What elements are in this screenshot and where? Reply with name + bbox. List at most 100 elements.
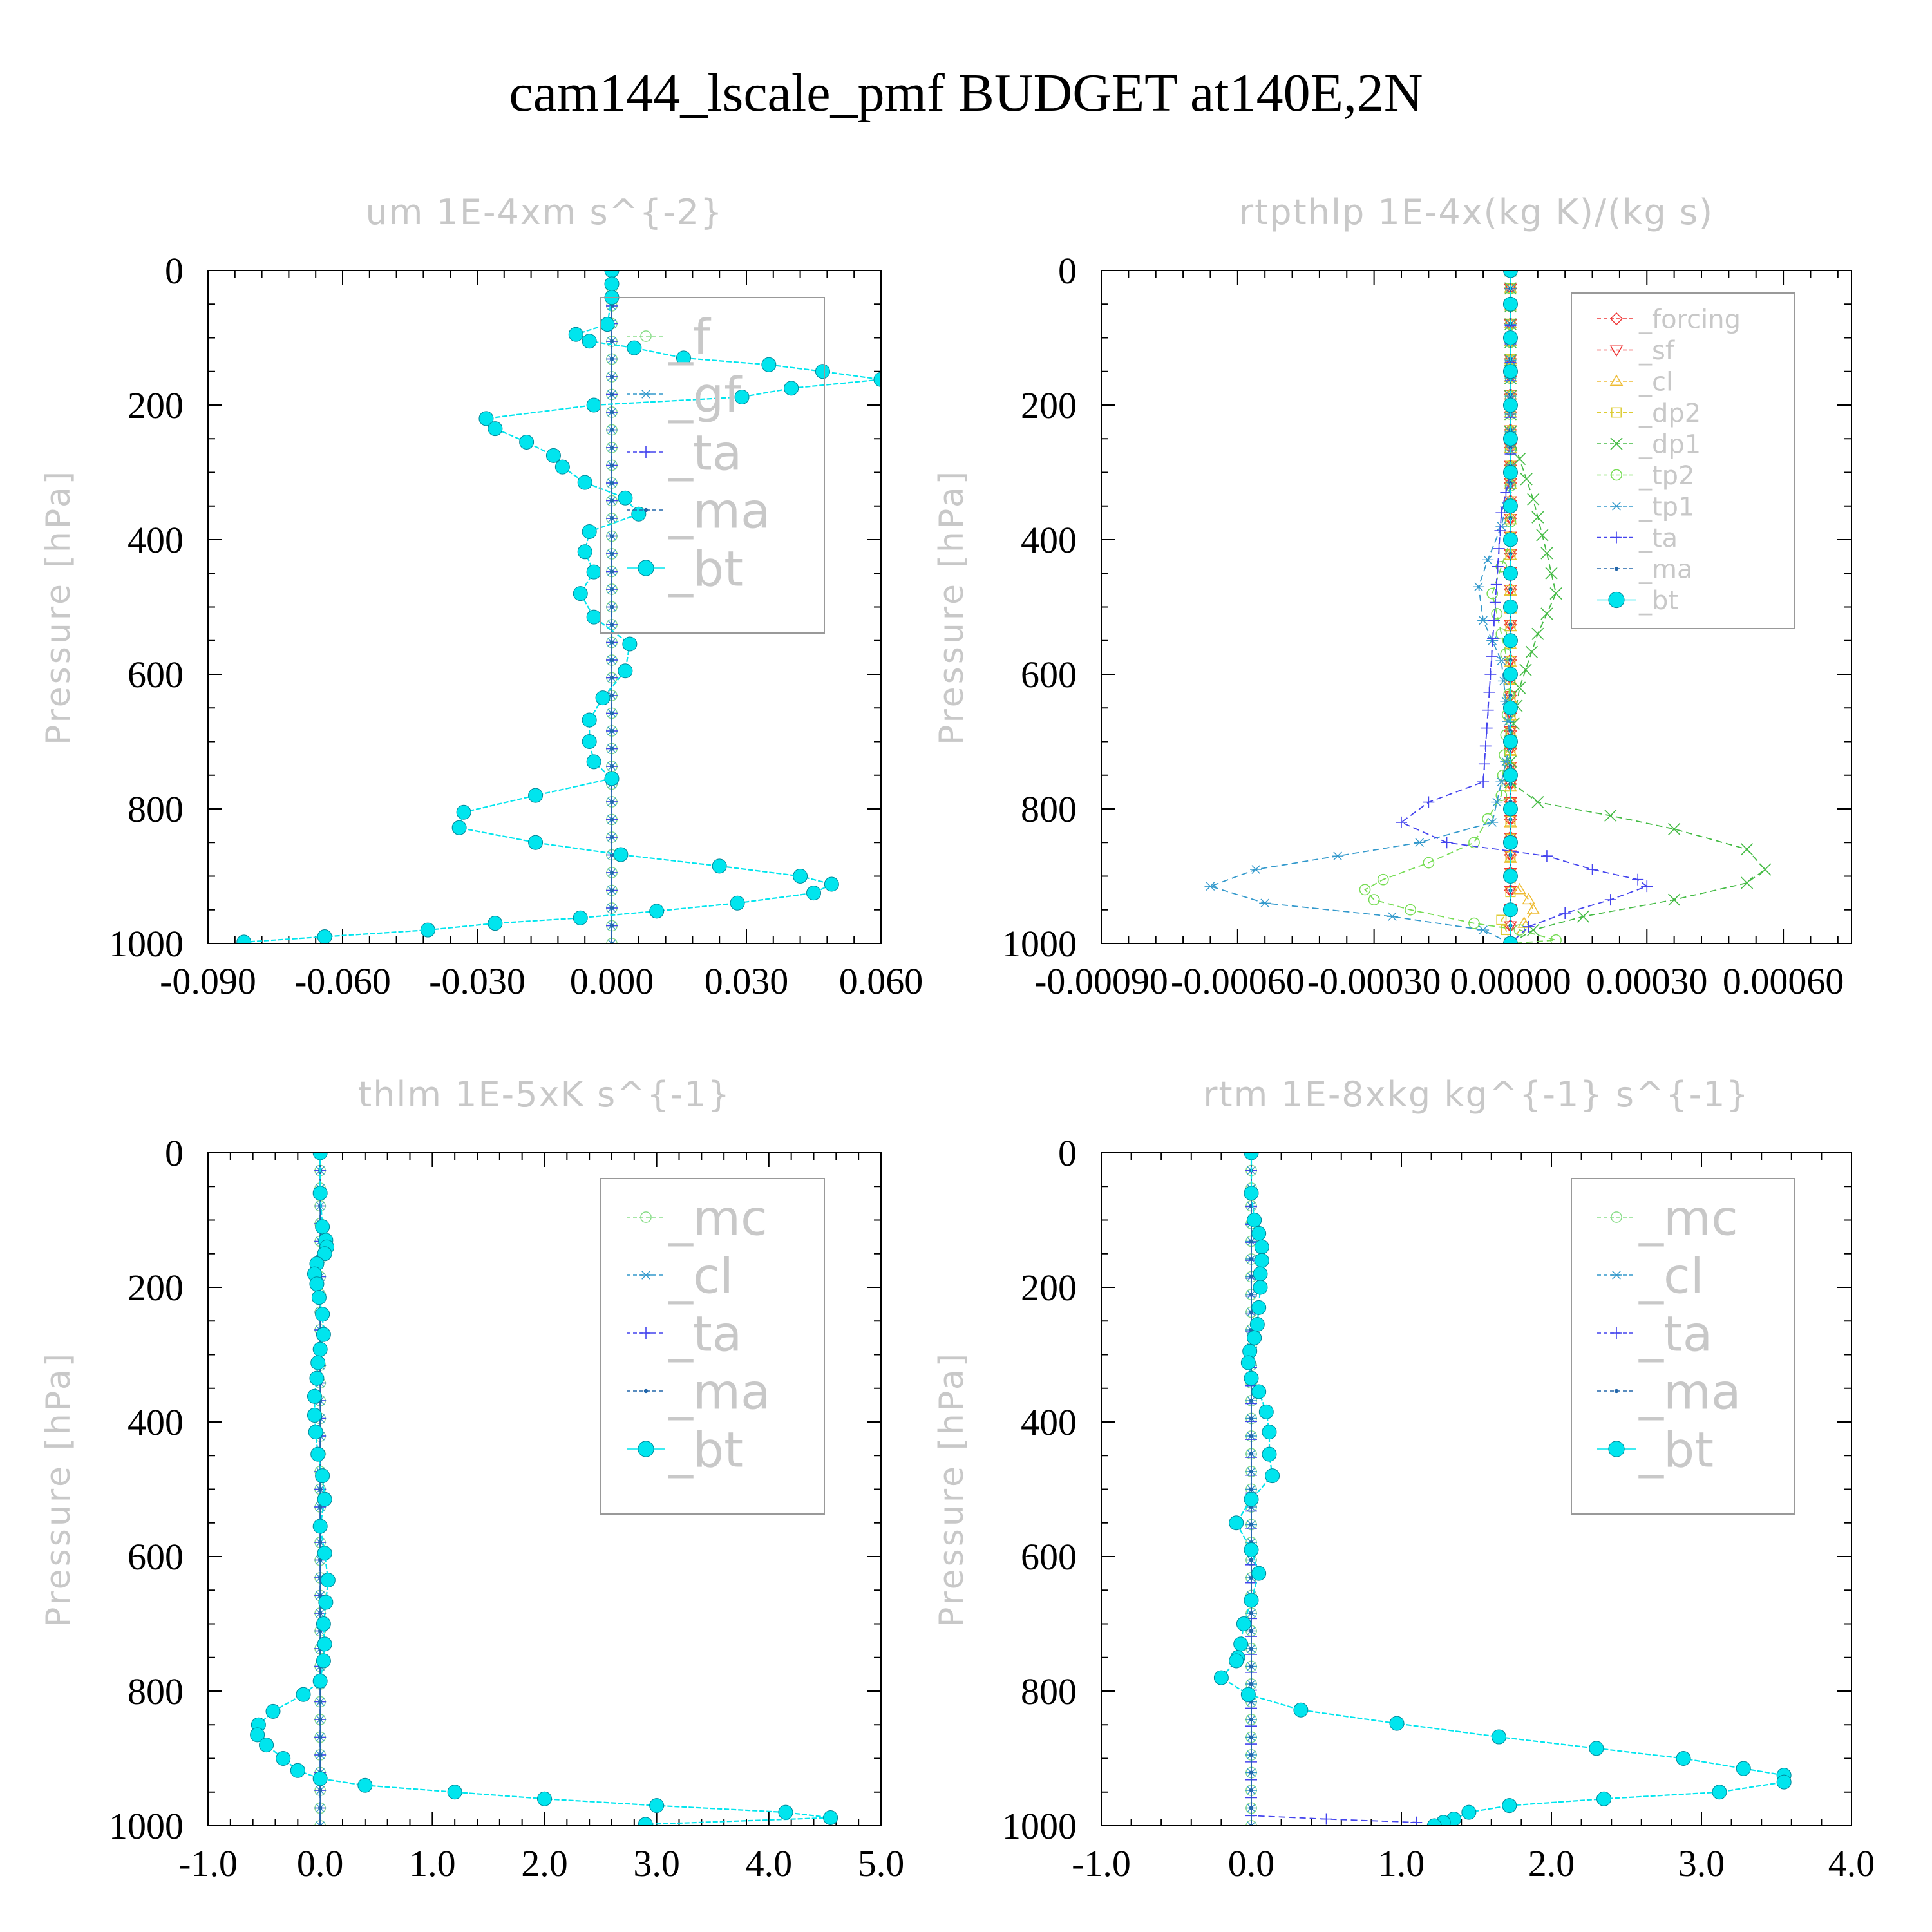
x-tick-label: 4.0	[746, 1842, 793, 1884]
marker-bt	[586, 754, 601, 770]
marker-cl	[1513, 882, 1526, 895]
series-line-bt	[243, 270, 881, 943]
legend-entry: _ta	[668, 424, 742, 481]
marker-ma	[1249, 1274, 1254, 1279]
marker-tp2	[1377, 873, 1389, 886]
marker-ta	[1479, 740, 1492, 752]
marker-ma	[609, 835, 614, 840]
y-tick-label: 800	[128, 1671, 184, 1712]
marker-bt	[627, 340, 642, 355]
marker-bt	[488, 916, 503, 931]
marker-bt	[1502, 667, 1518, 682]
x-tick-label: -0.00030	[1307, 960, 1441, 1002]
marker-bt	[447, 1785, 462, 1800]
marker-ta	[1494, 525, 1506, 537]
x-tick-label: -0.00060	[1171, 960, 1305, 1002]
panel-title: rtpthlp 1E-4x(kg K)/(kg s)	[1239, 192, 1714, 232]
marker-ma	[1249, 1522, 1254, 1527]
marker-cl	[1526, 903, 1540, 914]
marker-ta	[1492, 560, 1504, 573]
y-tick-label: 200	[128, 384, 184, 426]
legend-marker	[643, 507, 649, 513]
marker-ta	[1396, 816, 1407, 828]
marker-tp1	[1477, 925, 1490, 934]
marker-bt	[577, 475, 592, 490]
marker-bt	[1502, 498, 1518, 514]
legend-marker	[1611, 407, 1622, 418]
marker-bt	[1249, 1316, 1265, 1332]
marker-tp1	[1386, 912, 1398, 921]
panel-2: rtpthlp 1E-4x(kg K)/(kg s) Pressure [hPa]…	[933, 192, 1852, 1002]
marker-bt	[1676, 1751, 1691, 1766]
marker-ta	[1484, 668, 1497, 680]
marker-ma	[609, 905, 614, 911]
marker-bt	[1502, 397, 1518, 413]
x-tick-label: -0.030	[429, 960, 526, 1002]
marker-ma	[609, 693, 614, 698]
legend-box	[1571, 1178, 1795, 1515]
y-tick-label: 200	[128, 1267, 184, 1309]
marker-ma	[609, 622, 614, 627]
marker-dp1	[1540, 547, 1553, 560]
marker-ma	[1249, 1806, 1254, 1810]
marker-tp2	[1359, 884, 1371, 896]
series-line-tp2	[1364, 270, 1557, 943]
panel-4: rtm 1E-8xkg kg^{-1} s^{-1} Pressure [hPa]…	[933, 1074, 1875, 1884]
marker-ta	[1481, 722, 1493, 734]
marker-bt	[318, 1595, 334, 1610]
legend-box	[600, 297, 825, 634]
marker-tp1	[1250, 865, 1262, 874]
legend-entry: _ta	[668, 1305, 742, 1362]
series-group	[236, 270, 881, 943]
marker-bt	[528, 788, 544, 803]
marker-tp1	[1482, 555, 1494, 565]
panel-3: thlm 1E-5xK s^{-1} Pressure [hPa] -1.0 0.0 1…	[39, 1074, 904, 1884]
marker-ma	[1249, 1452, 1254, 1456]
marker-ma	[609, 605, 614, 609]
legend-marker	[643, 1388, 649, 1394]
marker-ta	[1632, 873, 1644, 886]
marker-bt	[1502, 364, 1518, 379]
series-line-ta	[1400, 270, 1649, 943]
x-tick-label: -1.0	[178, 1842, 238, 1884]
marker-bt	[1251, 1566, 1267, 1581]
marker-bt	[600, 317, 615, 332]
marker-dp1	[1668, 893, 1681, 906]
marker-ma	[609, 428, 614, 432]
marker-dp1	[1759, 863, 1772, 876]
marker-ma	[609, 534, 614, 538]
marker-tp1	[1477, 616, 1490, 625]
marker-tp2	[1495, 628, 1508, 640]
marker-dp1	[1536, 529, 1549, 542]
marker-bt	[1240, 1687, 1256, 1702]
figure-title: cam144_lscale_pmf BUDGET at140E,2N	[509, 63, 1423, 123]
marker-ma	[609, 569, 614, 574]
legend-entry: _mc	[1638, 1189, 1738, 1246]
y-tick-label: 400	[1021, 519, 1077, 561]
marker-ma	[609, 799, 614, 804]
marker-bt	[1229, 1653, 1244, 1669]
marker-ma	[609, 339, 614, 344]
marker-bt	[761, 357, 777, 372]
legend-entry: _ma	[1638, 554, 1692, 584]
marker-bt	[649, 1798, 665, 1814]
y-axis-label: Pressure [hPa]	[933, 469, 971, 745]
marker-bt	[618, 490, 633, 506]
ticks	[1101, 270, 1852, 944]
marker-tp1	[1500, 757, 1512, 766]
legend: _mc_cl_ta_ma_bt	[600, 1178, 825, 1515]
marker-bt	[1502, 835, 1518, 850]
marker-ma	[609, 551, 614, 556]
marker-ma	[609, 870, 614, 875]
y-tick-label: 0	[165, 250, 184, 292]
legend-entry: _tp1	[1638, 492, 1695, 522]
legend-entry: _ma	[1638, 1363, 1741, 1420]
marker-bt	[236, 934, 252, 943]
legend-entry: _ma	[668, 1363, 771, 1420]
marker-bt	[1262, 1446, 1277, 1462]
marker-bt	[676, 350, 691, 366]
marker-ta	[1482, 704, 1494, 716]
marker-bt	[528, 835, 544, 850]
y-tick-label: 800	[1021, 788, 1077, 830]
